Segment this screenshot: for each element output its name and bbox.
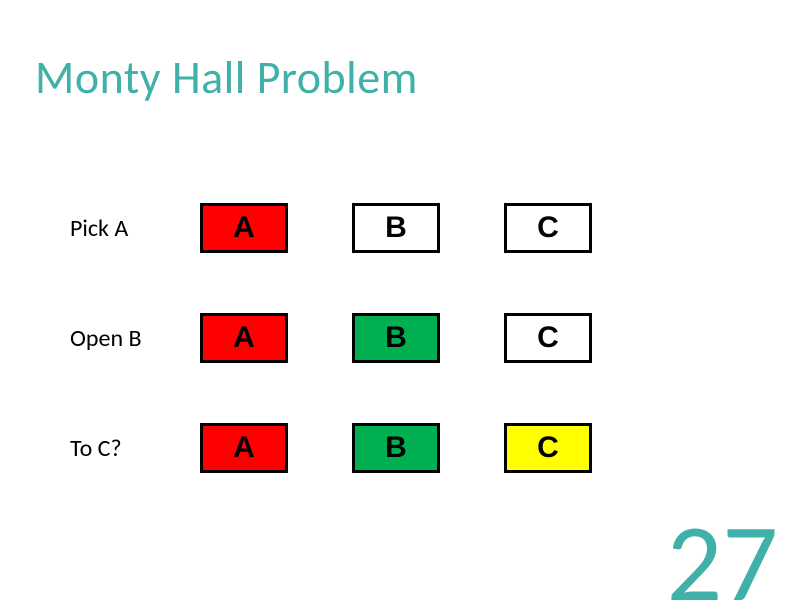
table-row: Pick A A B C [70,200,656,256]
door-box-b: B [352,203,440,253]
row-label: Pick A [70,214,200,243]
row-label: To C? [70,434,200,463]
door-box-c: C [504,313,592,363]
door-box-c: C [504,203,592,253]
table-row: Open B A B C [70,310,656,366]
table-row: To C? A B C [70,420,656,476]
door-box-b: B [352,313,440,363]
door-box-c: C [504,423,592,473]
page-number: 27 [666,495,778,600]
door-box-a: A [200,203,288,253]
row-label: Open B [70,324,200,353]
page-title: Monty Hall Problem [35,50,418,106]
door-box-a: A [200,313,288,363]
door-box-a: A [200,423,288,473]
door-box-b: B [352,423,440,473]
